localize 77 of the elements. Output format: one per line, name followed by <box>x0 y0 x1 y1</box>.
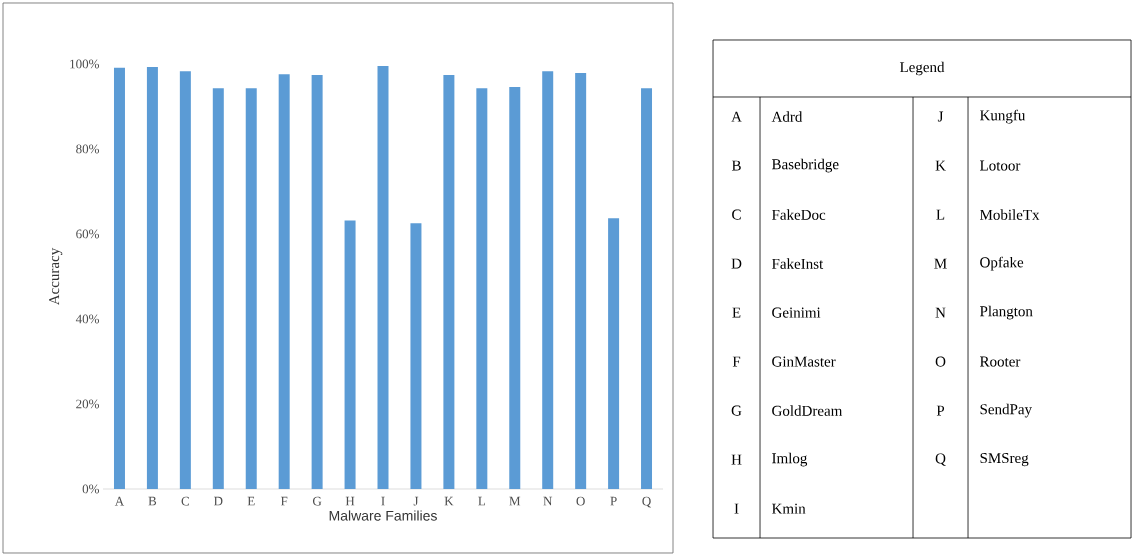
x-axis-title: Malware Families <box>329 510 437 521</box>
text: SendPay <box>980 403 1032 418</box>
text: P <box>936 405 945 416</box>
text: GoldDream <box>772 405 843 416</box>
bar <box>410 223 422 489</box>
bar <box>311 75 323 489</box>
text: Kmin <box>771 503 806 514</box>
text: E <box>732 307 741 318</box>
x-tick-label: D <box>213 496 223 506</box>
bar <box>113 67 125 489</box>
text: N <box>935 307 946 318</box>
x-tick-label: G <box>312 496 322 506</box>
x-tick-label: K <box>444 496 454 506</box>
text: Q <box>935 453 946 466</box>
text: M <box>934 258 947 269</box>
bar <box>575 72 587 489</box>
y-tick-label: 40% <box>75 314 100 324</box>
text: GinMaster <box>772 356 836 367</box>
text: Rooter <box>979 356 1021 367</box>
text: Opfake <box>980 256 1024 271</box>
y-tick-label: 60% <box>76 229 100 239</box>
x-tick-label: M <box>509 496 521 506</box>
bar <box>377 66 389 489</box>
text: Plangton <box>979 305 1033 320</box>
x-tick-label: L <box>478 496 486 506</box>
x-tick-label: A <box>114 496 125 506</box>
x-tick-label: Q <box>642 496 652 508</box>
text: SMSreg <box>980 453 1029 467</box>
text: B <box>731 160 741 171</box>
x-tick-label: F <box>280 496 288 506</box>
text: Adrd <box>771 111 803 122</box>
bar <box>476 88 488 489</box>
x-tick-label: I <box>381 496 385 506</box>
text: FakeDoc <box>771 209 826 220</box>
bar <box>509 86 521 489</box>
text: FakeInst <box>771 258 824 269</box>
x-tick-label: O <box>576 496 585 506</box>
text: O <box>935 356 946 367</box>
y-tick-label: 0% <box>82 484 100 494</box>
x-tick-label: J <box>413 496 419 506</box>
x-tick-label: H <box>345 496 355 506</box>
text: MobileTx <box>979 209 1040 220</box>
text: F <box>732 356 741 367</box>
bar <box>344 220 356 489</box>
bar <box>641 88 653 489</box>
text: Basebridge <box>771 158 839 173</box>
bar <box>146 66 158 489</box>
y-axis-title: Accuracy <box>49 247 63 306</box>
text: I <box>734 503 739 514</box>
bar <box>245 88 257 489</box>
text: H <box>731 454 742 465</box>
text: Imlog <box>772 452 808 467</box>
text: D <box>731 258 742 269</box>
text: Geinimi <box>772 307 821 318</box>
bar <box>608 218 620 489</box>
text: Kungfu <box>979 109 1026 124</box>
text: C <box>732 209 741 220</box>
text: J <box>937 111 944 122</box>
y-tick-label: 80% <box>76 144 100 154</box>
text: K <box>935 160 946 171</box>
bar <box>542 71 554 489</box>
bar <box>443 75 455 489</box>
text: A <box>731 111 742 122</box>
bar <box>278 74 290 489</box>
y-tick-label: 20% <box>76 399 100 409</box>
x-tick-label: E <box>247 496 255 506</box>
x-tick-label: P <box>610 496 617 506</box>
x-tick-label: B <box>148 496 157 506</box>
bar <box>212 88 224 489</box>
y-tick-label: 100% <box>70 59 100 69</box>
text: G <box>731 405 742 416</box>
x-tick-label: N <box>543 496 553 506</box>
text: L <box>936 209 945 220</box>
text: Lotoor <box>979 160 1021 171</box>
x-tick-label: C <box>181 496 189 506</box>
bar <box>179 71 191 489</box>
text: Legend <box>899 61 945 76</box>
